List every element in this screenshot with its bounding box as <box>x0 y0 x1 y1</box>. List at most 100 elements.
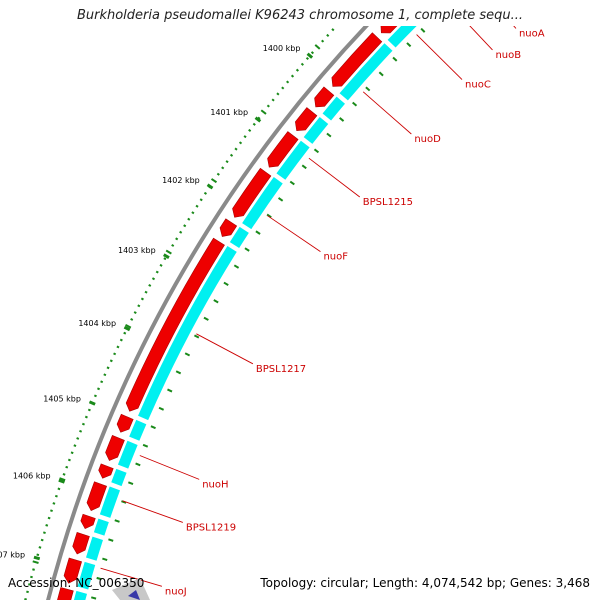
inner-tick <box>193 334 200 339</box>
scale-tick <box>229 153 234 157</box>
scale-tick <box>266 104 270 108</box>
inner-tick <box>313 148 320 154</box>
scale-tick <box>119 338 123 342</box>
inner-tick <box>203 316 209 321</box>
inner-tick <box>266 213 272 219</box>
scale-tick <box>342 18 344 20</box>
inner-tick <box>127 481 134 485</box>
inner-tick <box>406 42 412 48</box>
gene-strip-segment <box>138 246 237 421</box>
backbone-gap <box>51 26 376 600</box>
gene-strip-segment <box>339 43 393 101</box>
gene-label: nuoD <box>414 134 441 145</box>
gene-leader <box>308 157 361 198</box>
scale-label: 1402 kbp <box>162 176 200 185</box>
inner-tick <box>450 1 453 5</box>
scale-major-tick <box>88 400 96 406</box>
scale-tick <box>62 473 66 476</box>
inner-tick <box>121 500 127 504</box>
blue-feature <box>128 590 140 600</box>
scale-tick <box>358 1 360 3</box>
scale-label: 1403 kbp <box>118 246 156 255</box>
scale-tick <box>87 408 91 412</box>
inner-tick <box>277 197 284 202</box>
gene-leader <box>469 26 493 51</box>
gene-strip-segment <box>99 486 121 518</box>
scale-tick <box>210 178 218 184</box>
scale-tick <box>321 39 325 43</box>
inner-tick <box>213 299 219 304</box>
inner-tick <box>142 443 149 448</box>
scale-tick <box>326 33 330 37</box>
scale-tick <box>32 568 35 571</box>
scale-tick <box>40 538 44 542</box>
gene-arrow <box>219 218 238 237</box>
green-feature <box>514 0 534 14</box>
inner-tick <box>108 538 114 542</box>
backbone <box>46 26 376 600</box>
inner-tick <box>255 230 261 235</box>
inner-tick <box>244 247 250 252</box>
scale-tick <box>32 560 39 564</box>
scale-tick <box>54 494 58 498</box>
scale-tick <box>130 317 134 321</box>
scale-tick <box>300 62 304 66</box>
pink-feature <box>480 4 505 22</box>
scale-major-tick <box>58 477 66 483</box>
gene-strip-segment <box>276 140 310 180</box>
scale-tick <box>252 122 256 126</box>
scale-tick <box>57 487 61 491</box>
gene-leader <box>139 455 200 480</box>
gene-arrow <box>63 557 82 584</box>
scale-tick <box>30 575 33 579</box>
scale-tick <box>67 458 71 462</box>
gene-label: BPSL1217 <box>256 364 306 375</box>
scale-major-tick <box>123 325 131 332</box>
scale-tick <box>113 352 117 356</box>
scale-major-tick <box>306 52 314 59</box>
gene-strip-segment <box>111 468 127 487</box>
scale-tick <box>45 524 49 527</box>
gene-strip-segment <box>387 26 417 48</box>
inner-tick <box>392 56 398 62</box>
gene-leader <box>122 500 183 523</box>
scale-tick <box>106 366 110 370</box>
scale-label: 1405 kbp <box>43 394 81 403</box>
scale-tick <box>65 465 69 469</box>
scale-major-tick <box>163 253 170 260</box>
scale-tick <box>151 277 156 281</box>
scale-tick <box>348 12 350 14</box>
scale-tick <box>24 598 27 600</box>
gene-arrow <box>105 435 125 461</box>
gene-arrow <box>232 167 272 218</box>
scale-tick <box>140 297 144 301</box>
gene-arrow <box>267 131 299 168</box>
scale-tick <box>116 345 120 349</box>
scale-major-tick <box>254 116 262 123</box>
gene-strip-segment <box>242 177 283 230</box>
gene-strip-segment <box>73 590 88 600</box>
gene-strip-segment <box>425 0 457 10</box>
scale-major-tick <box>33 555 41 561</box>
adjacent-features <box>112 0 534 600</box>
inner-tick <box>114 519 120 523</box>
scale-tick <box>305 56 309 61</box>
inner-tick <box>420 27 426 33</box>
scale-tick <box>52 502 56 505</box>
scale-tick <box>203 191 207 195</box>
inner-tick <box>90 596 97 600</box>
inner-tick <box>352 101 358 107</box>
inner-tick <box>289 180 295 186</box>
summary-text: Topology: circular; Length: 4,074,542 bp… <box>260 576 590 590</box>
inner-tick <box>326 132 332 138</box>
inner-tick <box>436 14 439 18</box>
gene-arrow <box>295 107 318 131</box>
scale-tick <box>187 217 191 221</box>
inner-tick <box>339 117 345 122</box>
scale-tick <box>243 135 247 139</box>
map-title: Burkholderia pseudomallei K96243 chromos… <box>76 8 524 23</box>
gene-leader <box>362 91 412 135</box>
scale-tick <box>79 429 83 433</box>
